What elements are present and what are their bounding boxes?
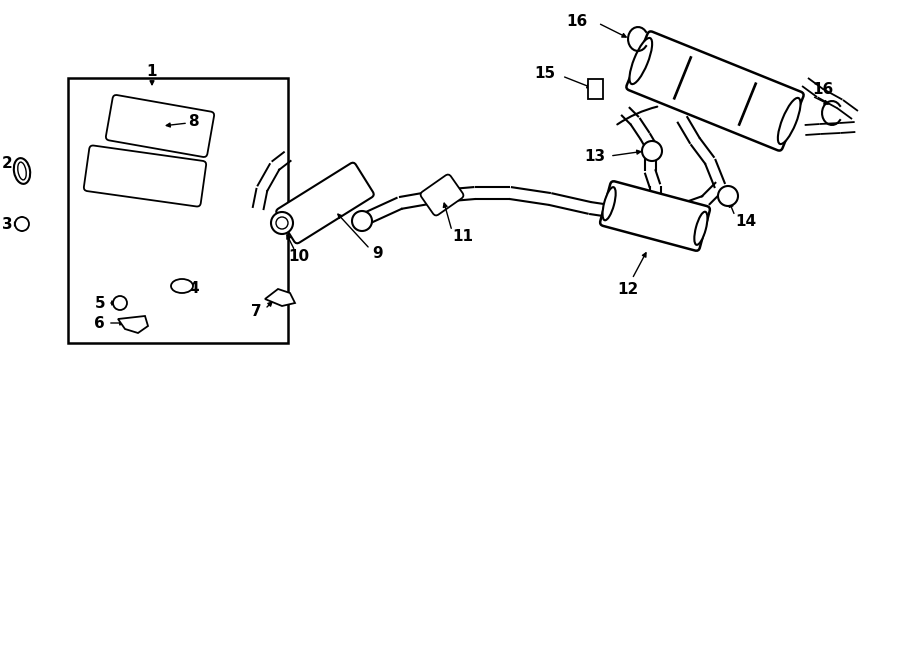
Text: 13: 13 [584,149,605,163]
Text: 8: 8 [188,114,199,128]
Circle shape [642,141,662,161]
Ellipse shape [778,98,800,144]
Bar [68,78,288,343]
Text: 16: 16 [812,81,833,97]
Text: 15: 15 [534,65,555,81]
Ellipse shape [694,212,707,245]
FancyBboxPatch shape [276,163,374,243]
Text: 16: 16 [567,13,588,28]
Text: 6: 6 [94,315,105,330]
Text: 1: 1 [147,63,158,79]
Ellipse shape [18,162,26,180]
Ellipse shape [276,217,288,229]
Polygon shape [118,316,148,333]
Text: 7: 7 [251,303,262,319]
Text: 2: 2 [2,155,13,171]
Circle shape [15,217,29,231]
Text: 5: 5 [94,295,105,311]
Text: 4: 4 [188,280,199,295]
FancyBboxPatch shape [84,145,206,206]
Text: 10: 10 [288,249,309,264]
Circle shape [718,186,738,206]
FancyBboxPatch shape [600,181,710,251]
FancyBboxPatch shape [420,175,464,215]
FancyArrow shape [674,57,691,99]
Ellipse shape [171,279,193,293]
Text: 11: 11 [452,229,473,243]
FancyBboxPatch shape [626,31,804,151]
Bar [588,79,603,99]
Polygon shape [265,289,295,306]
FancyArrow shape [739,83,756,125]
Text: 3: 3 [2,217,13,231]
Ellipse shape [352,211,372,231]
Ellipse shape [271,212,293,234]
Ellipse shape [14,158,31,184]
Ellipse shape [603,187,616,220]
Circle shape [113,296,127,310]
Ellipse shape [629,38,652,84]
Text: 9: 9 [372,245,382,260]
Text: 12: 12 [617,282,639,297]
Text: 14: 14 [735,214,756,229]
FancyBboxPatch shape [106,95,214,157]
